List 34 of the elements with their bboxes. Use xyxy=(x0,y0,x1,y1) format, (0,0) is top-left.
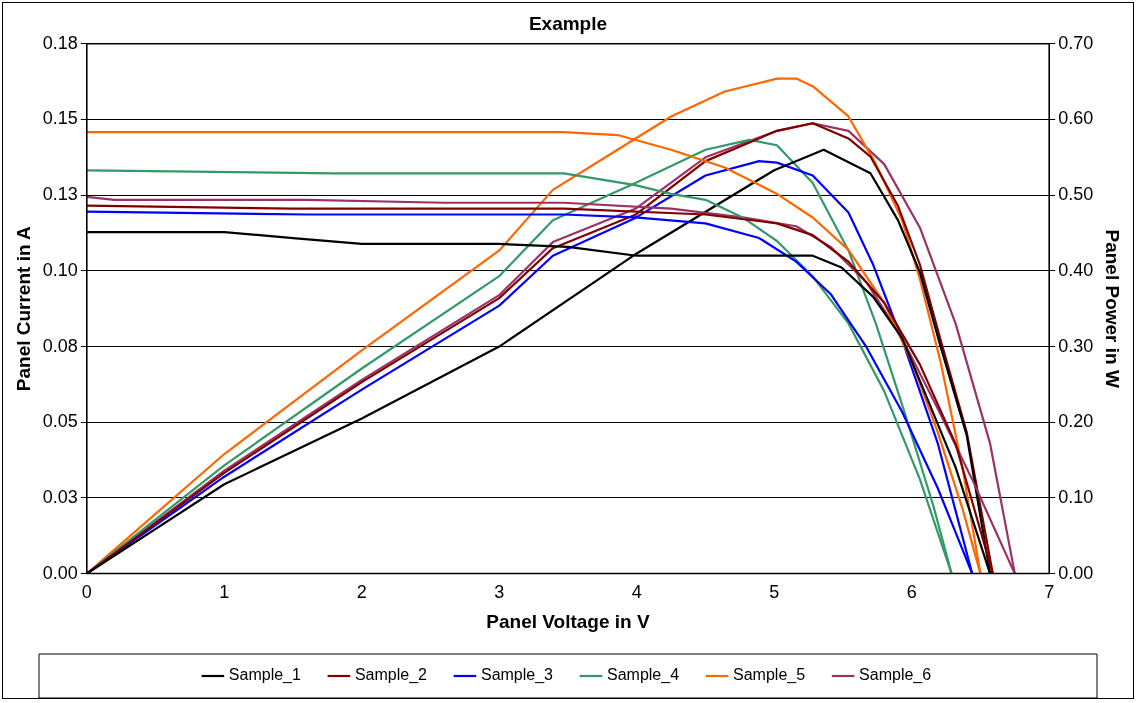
legend-label: Sample_3 xyxy=(480,666,554,685)
legend-label: Sample_4 xyxy=(607,666,680,685)
y2-tick-label: 0.00 xyxy=(1058,562,1094,583)
y-tick-label: 0.10 xyxy=(42,259,78,280)
x-axis-title: Panel Voltage in V xyxy=(486,610,650,632)
y2-tick-label: 0.70 xyxy=(1058,32,1094,53)
x-tick-label: 0 xyxy=(81,582,92,603)
y2-tick-label: 0.50 xyxy=(1058,184,1094,205)
y-tick-label: 0.00 xyxy=(42,562,78,583)
y-tick-label: 0.18 xyxy=(42,32,78,53)
x-tick-label: 1 xyxy=(219,582,230,603)
y-tick-label: 0.03 xyxy=(42,486,78,507)
x-tick-label: 5 xyxy=(769,582,780,603)
y2-tick-label: 0.60 xyxy=(1058,108,1094,129)
y2-tick-label: 0.30 xyxy=(1058,335,1094,356)
x-tick-label: 2 xyxy=(356,582,367,603)
x-tick-label: 6 xyxy=(906,582,917,603)
y-tick-label: 0.13 xyxy=(42,184,78,205)
y-tick-label: 0.15 xyxy=(42,108,78,129)
y-axis-title: Panel Current in A xyxy=(12,225,34,392)
y2-tick-label: 0.40 xyxy=(1058,259,1094,280)
y2-tick-label: 0.20 xyxy=(1058,411,1094,432)
x-tick-label: 4 xyxy=(631,582,642,603)
y-tick-label: 0.08 xyxy=(42,335,78,356)
y-tick-label: 0.05 xyxy=(42,411,78,432)
legend-label: Sample_6 xyxy=(859,666,932,685)
chart-title: Example xyxy=(528,12,608,34)
y2-axis-title: Panel Power in W xyxy=(1102,229,1124,388)
legend-label: Sample_1 xyxy=(228,666,302,685)
legend-label: Sample_2 xyxy=(354,666,428,685)
legend-label: Sample_5 xyxy=(733,666,806,685)
x-tick-label: 3 xyxy=(494,582,505,603)
x-tick-label: 7 xyxy=(1044,582,1055,603)
y2-tick-label: 0.10 xyxy=(1058,486,1094,507)
